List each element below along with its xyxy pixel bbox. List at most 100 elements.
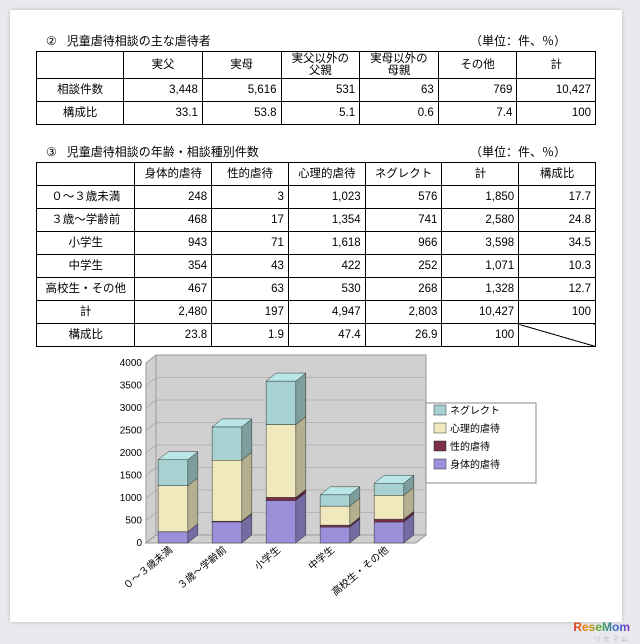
table-row: 構成比23.81.947.426.9100 [37,324,596,347]
stacked-bar-chart: 05001000150020002500300035004000０～３歳未満３歳… [86,353,546,613]
table-row: 小学生943711,6189663,59834.5 [37,232,596,255]
logo: ReseMom [573,620,630,634]
svg-text:3500: 3500 [120,381,143,392]
svg-text:500: 500 [125,516,142,527]
svg-text:ネグレクト: ネグレクト [450,404,500,417]
section3-title: 児童虐待相談の年齢・相談種別件数 [67,143,259,160]
col-header: その他 [438,52,517,79]
section2-unit: （単位：件、％） [470,32,566,49]
cell: 2,480 [135,301,212,324]
cell: 197 [212,301,289,324]
svg-text:0: 0 [136,538,142,549]
svg-text:3000: 3000 [120,403,143,414]
row-label: 相談件数 [37,79,124,102]
cell: 248 [135,186,212,209]
svg-text:1000: 1000 [120,493,143,504]
cell: 3 [212,186,289,209]
cell: 47.4 [288,324,365,347]
section3-number: ③ [46,145,57,159]
row-label: 構成比 [37,324,135,347]
cell: 1,071 [442,255,519,278]
cell: 530 [288,278,365,301]
section2-header: ② 児童虐待相談の主な虐待者 （単位：件、％） [46,32,596,49]
col-header: 性的虐待 [212,163,289,186]
cell: 17.7 [519,186,596,209]
section2-number: ② [46,34,57,48]
cell: 966 [365,232,442,255]
row-label: 中学生 [37,255,135,278]
col-header: 構成比 [519,163,596,186]
cell: 252 [365,255,442,278]
col-header: 身体的虐待 [135,163,212,186]
cell: 53.8 [202,102,281,125]
svg-text:4000: 4000 [120,358,143,369]
cell: 1,850 [442,186,519,209]
cell: 1,618 [288,232,365,255]
table-row: 相談件数3,4485,6165316376910,427 [37,79,596,102]
cell: 531 [281,79,360,102]
cell: 422 [288,255,365,278]
svg-text:身体的虐待: 身体的虐待 [450,458,500,471]
col-header: 実父 [124,52,203,79]
abuser-table: 実父実母実父以外の父親実母以外の母親その他計相談件数3,4485,6165316… [36,51,596,125]
cell: 576 [365,186,442,209]
cell: 1.9 [212,324,289,347]
svg-text:2000: 2000 [120,448,143,459]
row-label: 小学生 [37,232,135,255]
section3-header: ③ 児童虐待相談の年齢・相談種別件数 （単位：件、％） [46,143,596,160]
svg-text:中学生: 中学生 [306,543,337,572]
cell: 7.4 [438,102,517,125]
cell: 1,354 [288,209,365,232]
table-row: 高校生・その他467635302681,32812.7 [37,278,596,301]
col-header: 計 [442,163,519,186]
cell: 3,448 [124,79,203,102]
table-row: ３歳～学齢前468171,3547412,58024.8 [37,209,596,232]
svg-text:０～３歳未満: ０～３歳未満 [121,544,175,592]
cell: 2,803 [365,301,442,324]
section3-unit: （単位：件、％） [470,143,566,160]
cell: 769 [438,79,517,102]
cell: 100 [519,301,596,324]
col-header: 計 [517,52,596,79]
cell: 12.7 [519,278,596,301]
cell: 268 [365,278,442,301]
row-label: 計 [37,301,135,324]
cell: 2,580 [442,209,519,232]
age-type-table: 身体的虐待性的虐待心理的虐待ネグレクト計構成比０～３歳未満24831,02357… [36,162,596,347]
cell: 741 [365,209,442,232]
cell: 0.6 [360,102,439,125]
cell: 100 [517,102,596,125]
logo-sub: リセマム [594,634,630,644]
cell: 100 [442,324,519,347]
section2-title: 児童虐待相談の主な虐待者 [67,32,211,49]
cell: 10,427 [517,79,596,102]
cell: 71 [212,232,289,255]
cell: 63 [360,79,439,102]
cell: 1,328 [442,278,519,301]
cell: 23.8 [135,324,212,347]
svg-text:2500: 2500 [120,426,143,437]
cell: 33.1 [124,102,203,125]
cell: 43 [212,255,289,278]
row-label: 高校生・その他 [37,278,135,301]
svg-text:小学生: 小学生 [252,543,283,572]
svg-text:心理的虐待: 心理的虐待 [450,422,500,435]
cell: 4,947 [288,301,365,324]
cell: 354 [135,255,212,278]
cell: 10.3 [519,255,596,278]
cell-empty [519,324,596,347]
cell: 943 [135,232,212,255]
col-header: 心理的虐待 [288,163,365,186]
cell: 10,427 [442,301,519,324]
table-row: 中学生354434222521,07110.3 [37,255,596,278]
cell: 17 [212,209,289,232]
col-header: 実母 [202,52,281,79]
row-label: ３歳～学齢前 [37,209,135,232]
row-label: ０～３歳未満 [37,186,135,209]
table-row: 計2,4801974,9472,80310,427100 [37,301,596,324]
cell: 24.8 [519,209,596,232]
cell: 468 [135,209,212,232]
svg-text:３歳～学齢前: ３歳～学齢前 [175,543,229,592]
cell: 1,023 [288,186,365,209]
table-row: ０～３歳未満24831,0235761,85017.7 [37,186,596,209]
